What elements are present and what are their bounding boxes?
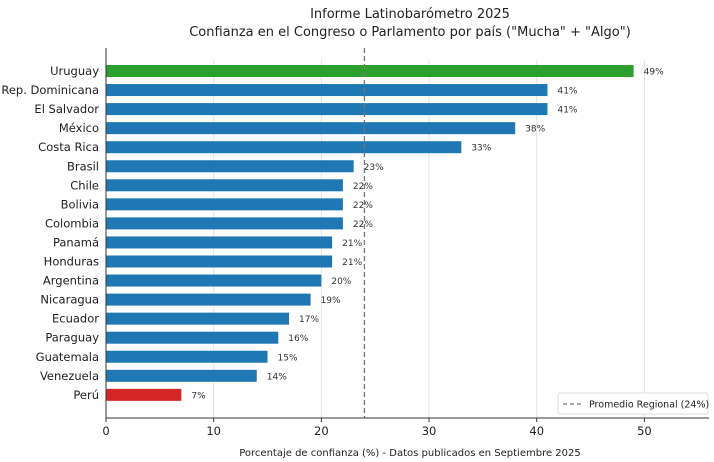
category-label: Ecuador bbox=[52, 312, 99, 326]
x-tick-label: 30 bbox=[422, 424, 437, 438]
bar bbox=[106, 198, 343, 211]
value-label: 7% bbox=[191, 391, 206, 401]
bar bbox=[106, 160, 354, 173]
bar bbox=[106, 350, 268, 363]
value-label: 41% bbox=[557, 106, 577, 116]
category-label: Brasil bbox=[67, 159, 99, 173]
bar bbox=[106, 369, 257, 382]
value-label: 16% bbox=[288, 334, 308, 344]
bar bbox=[106, 217, 343, 230]
category-label: Argentina bbox=[43, 274, 99, 288]
category-label: Uruguay bbox=[50, 64, 99, 78]
category-label: Nicaragua bbox=[40, 293, 99, 307]
value-label: 15% bbox=[278, 353, 298, 363]
value-label: 14% bbox=[267, 372, 287, 382]
category-label: México bbox=[59, 121, 99, 135]
value-label: 21% bbox=[342, 258, 362, 268]
chart-subtitle: Confianza en el Congreso o Parlamento po… bbox=[189, 25, 631, 40]
value-label: 49% bbox=[644, 68, 664, 78]
category-label: Paraguay bbox=[45, 331, 99, 345]
value-labels: 49%41%41%38%33%23%22%22%22%21%21%20%19%1… bbox=[191, 68, 664, 402]
category-label: Perú bbox=[73, 388, 99, 402]
value-label: 20% bbox=[331, 277, 351, 287]
x-tick-label: 0 bbox=[102, 424, 109, 438]
legend-box bbox=[557, 392, 709, 415]
bar bbox=[106, 84, 548, 97]
x-tick-label: 40 bbox=[529, 424, 544, 438]
value-label: 23% bbox=[364, 163, 384, 173]
value-label: 41% bbox=[557, 87, 577, 97]
legend-label: Promedio Regional (24%) bbox=[589, 400, 709, 411]
bar bbox=[106, 274, 322, 287]
value-label: 33% bbox=[471, 144, 491, 154]
category-label: El Salvador bbox=[34, 102, 99, 116]
category-label: Honduras bbox=[44, 255, 99, 269]
category-labels: Uruguay Rep. Dominicana El Salvador México C… bbox=[1, 64, 99, 402]
bar bbox=[106, 122, 516, 135]
legend: Promedio Regional (24%) bbox=[557, 392, 709, 415]
category-label: Venezuela bbox=[40, 369, 99, 383]
x-tick-label: 50 bbox=[637, 424, 652, 438]
value-label: 22% bbox=[353, 201, 373, 211]
value-label: 38% bbox=[525, 125, 545, 135]
value-label: 22% bbox=[353, 220, 373, 230]
category-label: Colombia bbox=[45, 216, 99, 230]
bar bbox=[106, 312, 290, 325]
x-tick-label: 20 bbox=[314, 424, 329, 438]
bar bbox=[106, 236, 333, 249]
x-axis-label: Porcentaje de confianza (%) - Datos publ… bbox=[239, 448, 581, 459]
category-label: Panamá bbox=[53, 235, 99, 249]
bars bbox=[106, 65, 634, 401]
value-label: 19% bbox=[321, 296, 341, 306]
bar bbox=[106, 179, 343, 192]
category-label: Chile bbox=[70, 178, 99, 192]
bar bbox=[106, 103, 548, 116]
value-label: 17% bbox=[299, 315, 319, 325]
category-label: Rep. Dominicana bbox=[1, 83, 99, 97]
bar bbox=[106, 293, 311, 306]
value-label: 22% bbox=[353, 182, 373, 192]
category-label: Guatemala bbox=[36, 350, 99, 364]
category-label: Costa Rica bbox=[38, 140, 99, 154]
value-label: 21% bbox=[342, 239, 362, 249]
x-tick-label: 10 bbox=[206, 424, 221, 438]
chart-title: Informe Latinobarómetro 2025 bbox=[310, 7, 510, 22]
bar bbox=[106, 331, 279, 344]
bar bbox=[106, 65, 634, 77]
bar bbox=[106, 141, 462, 154]
x-axis: 0 10 20 30 40 50 bbox=[102, 48, 709, 438]
bar bbox=[106, 388, 182, 401]
bar bbox=[106, 255, 333, 268]
category-label: Bolivia bbox=[61, 197, 99, 211]
